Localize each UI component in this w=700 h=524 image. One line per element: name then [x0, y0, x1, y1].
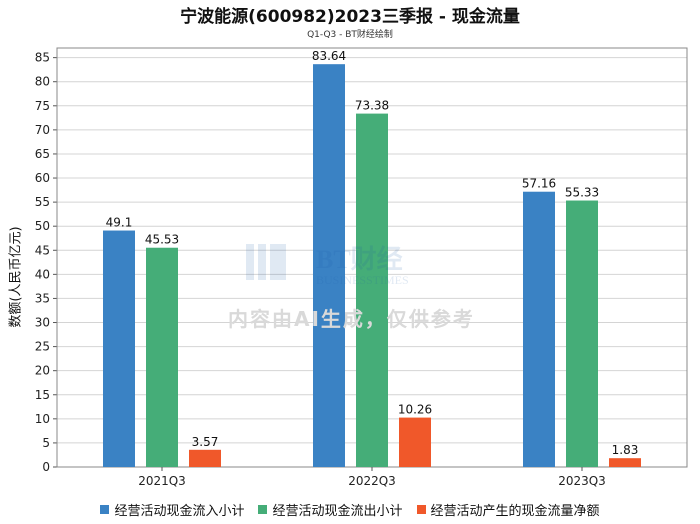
y-tick-label: 60 — [35, 171, 50, 185]
legend: 经营活动现金流入小计 经营活动现金流出小计 经营活动产生的现金流量净额 — [0, 500, 700, 519]
legend-label-outflow: 经营活动现金流出小计 — [272, 504, 403, 519]
bar — [356, 113, 388, 468]
legend-item-net: 经营活动产生的现金流量净额 — [416, 500, 600, 519]
legend-swatch-inflow — [100, 505, 110, 514]
y-tick-label: 40 — [35, 267, 50, 281]
bar — [399, 417, 431, 467]
watermark-logo-text: BT财经 — [316, 244, 403, 274]
y-tick-label: 70 — [35, 123, 50, 137]
data-label: 10.26 — [398, 403, 432, 417]
y-tick-label: 30 — [35, 316, 50, 330]
legend-item-outflow: 经营活动现金流出小计 — [258, 500, 403, 519]
bar — [313, 64, 345, 467]
y-tick-label: 25 — [35, 340, 50, 354]
y-tick-label: 5 — [42, 436, 50, 450]
watermark-notice: 内容由AI生成，仅供参考 — [228, 307, 475, 331]
legend-label-inflow: 经营活动现金流入小计 — [114, 504, 245, 519]
y-tick-label: 75 — [35, 99, 50, 113]
data-label: 49.1 — [106, 216, 133, 230]
watermark-logo-sub: BUSINESSTIMES — [316, 273, 409, 287]
x-tick-label: 2023Q3 — [558, 474, 606, 488]
x-tick-label: 2021Q3 — [138, 474, 186, 488]
chart-title: 宁波能源(600982)2023三季报 - 现金流量 — [180, 7, 520, 27]
data-label: 57.16 — [522, 177, 556, 191]
bar — [189, 449, 221, 467]
x-tick-label: 2022Q3 — [348, 474, 396, 488]
y-tick-label: 50 — [35, 219, 50, 233]
data-label: 1.83 — [612, 443, 639, 457]
chart-subtitle: Q1-Q3 - BT财经绘制 — [307, 30, 393, 40]
legend-label-net: 经营活动产生的现金流量净额 — [430, 504, 600, 519]
y-tick-label: 55 — [35, 195, 50, 209]
bar — [146, 247, 178, 467]
bar — [103, 230, 135, 467]
data-label: 83.64 — [312, 49, 346, 63]
bar — [566, 200, 598, 467]
bar — [609, 458, 641, 467]
y-tick-label: 35 — [35, 291, 50, 305]
y-tick-label: 45 — [35, 243, 50, 257]
y-axis-label: 数额(人民币亿元) — [8, 226, 24, 328]
legend-swatch-outflow — [258, 505, 268, 514]
y-axis-label-box: 数额(人民币亿元) — [2, 226, 26, 327]
y-tick-label: 80 — [35, 75, 50, 89]
y-tick-label: 10 — [35, 412, 50, 426]
bar — [523, 191, 555, 467]
y-tick-label: 85 — [35, 51, 50, 65]
y-tick-label: 65 — [35, 147, 50, 161]
data-label: 55.33 — [565, 186, 599, 200]
y-tick-label: 20 — [35, 364, 50, 378]
legend-swatch-net — [416, 505, 426, 514]
data-label: 45.53 — [145, 233, 179, 247]
data-label: 3.57 — [192, 435, 219, 449]
watermark-logo: BT财经 BUSINESSTIMES — [246, 244, 409, 287]
y-tick-label: 0 — [42, 460, 50, 474]
legend-item-inflow: 经营活动现金流入小计 — [100, 500, 244, 519]
y-tick-label: 15 — [35, 388, 50, 402]
data-label: 73.38 — [355, 99, 389, 113]
